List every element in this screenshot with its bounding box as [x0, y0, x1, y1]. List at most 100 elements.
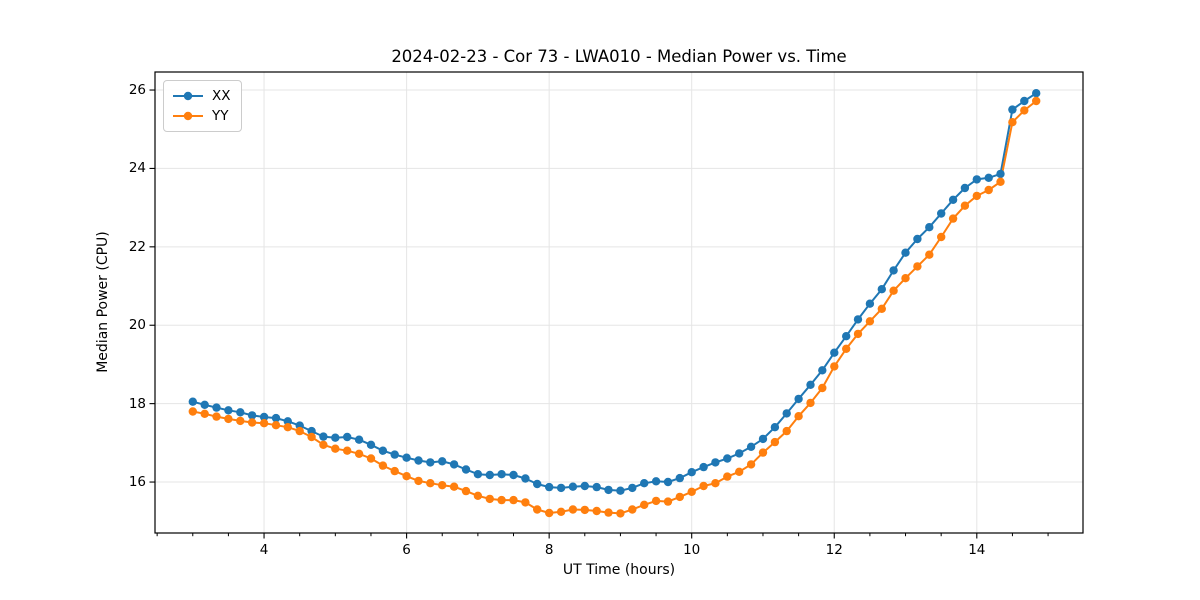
data-point-yy — [853, 329, 863, 339]
data-point-yy — [1008, 118, 1017, 127]
data-point-xx — [271, 413, 281, 423]
data-point-yy — [818, 383, 827, 393]
data-point-xx — [616, 486, 625, 495]
axes-box — [154, 71, 1084, 534]
data-point-yy — [889, 286, 898, 295]
data-point-yy — [307, 432, 316, 442]
data-point-yy — [758, 448, 768, 457]
data-point-yy — [354, 449, 364, 458]
y-tick-label: 20 — [128, 317, 146, 334]
data-point-xx — [509, 470, 518, 480]
data-point-yy — [331, 444, 340, 453]
data-point-yy — [473, 491, 483, 500]
chart-title: 2024-02-23 - Cor 73 - LWA010 - Median Po… — [391, 47, 847, 66]
data-point-yy — [699, 481, 708, 491]
data-point-yy — [865, 317, 875, 326]
data-point-xx — [307, 426, 316, 436]
data-point-xx — [473, 470, 483, 479]
data-point-xx — [723, 454, 732, 463]
data-point-xx — [937, 209, 946, 218]
legend-item-xx: XX — [171, 86, 231, 106]
data-point-yy — [343, 446, 352, 455]
data-point-xx — [640, 479, 649, 488]
data-point-xx — [794, 394, 803, 404]
legend-label-xx: XX — [212, 88, 231, 104]
data-point-yy — [628, 505, 637, 514]
data-point-yy — [782, 426, 791, 436]
data-point-yy — [996, 177, 1005, 186]
data-point-yy — [200, 409, 209, 418]
data-point-xx — [877, 285, 886, 294]
series-line-xx — [192, 92, 1037, 492]
data-point-xx — [461, 465, 471, 474]
data-point-xx — [948, 195, 958, 204]
data-point-xx — [830, 348, 839, 357]
x-tick-label: 4 — [259, 542, 269, 558]
data-point-yy — [271, 421, 281, 430]
data-point-xx — [331, 433, 340, 442]
data-point-xx — [735, 449, 744, 458]
data-point-yy — [735, 467, 744, 476]
data-point-yy — [402, 472, 411, 481]
data-point-yy — [438, 481, 447, 490]
data-point-yy — [224, 414, 233, 424]
data-point-yy — [461, 486, 471, 496]
data-point-xx — [925, 223, 934, 232]
data-point-xx — [628, 483, 637, 493]
data-point-yy — [295, 426, 304, 436]
data-point-xx — [545, 482, 554, 492]
data-point-yy — [770, 437, 780, 447]
data-point-yy — [937, 232, 946, 242]
data-point-yy — [948, 214, 958, 223]
legend-marker-icon — [183, 111, 193, 121]
data-point-yy — [497, 495, 506, 505]
data-point-yy — [675, 492, 684, 502]
data-point-yy — [283, 423, 292, 432]
legend-line-sample-yy — [173, 111, 203, 121]
data-point-xx — [972, 175, 981, 184]
data-point-yy — [319, 440, 328, 449]
y-tick-label: 16 — [128, 474, 146, 491]
data-point-xx — [366, 440, 376, 449]
data-point-yy — [366, 454, 376, 463]
data-point-xx — [449, 460, 459, 469]
data-point-yy — [746, 460, 756, 469]
x-tick-label: 8 — [544, 542, 554, 558]
data-point-yy — [687, 487, 696, 496]
x-tick-label: 6 — [402, 542, 411, 558]
data-point-xx — [485, 470, 494, 480]
legend-line-sample-xx — [173, 91, 203, 101]
data-point-xx — [746, 442, 756, 451]
data-point-xx — [259, 412, 269, 422]
data-point-yy — [925, 250, 934, 259]
data-point-xx — [806, 380, 815, 389]
data-point-xx — [758, 434, 768, 444]
data-point-xx — [711, 458, 720, 467]
legend-marker-icon — [183, 91, 193, 101]
y-tick-label: 26 — [128, 82, 146, 99]
series-line-yy — [192, 100, 1037, 515]
legend-label-yy: YY — [212, 108, 229, 124]
data-point-xx — [604, 485, 613, 495]
data-point-yy — [842, 344, 851, 353]
data-point-yy — [533, 505, 542, 514]
data-point-xx — [224, 406, 233, 415]
data-point-yy — [723, 472, 732, 481]
legend: XX YY — [163, 80, 242, 132]
data-point-yy — [960, 201, 970, 210]
data-point-xx — [580, 481, 589, 491]
data-point-yy — [390, 466, 399, 476]
data-point-xx — [901, 248, 910, 257]
data-point-yy — [556, 507, 566, 516]
data-point-xx — [568, 482, 578, 491]
data-point-xx — [390, 450, 399, 459]
data-point-yy — [604, 508, 613, 517]
legend-item-yy: YY — [171, 106, 231, 126]
data-point-yy — [640, 500, 649, 509]
data-point-xx — [533, 479, 542, 489]
data-point-yy — [794, 412, 803, 421]
data-point-yy — [509, 495, 518, 505]
data-point-xx — [913, 234, 922, 244]
